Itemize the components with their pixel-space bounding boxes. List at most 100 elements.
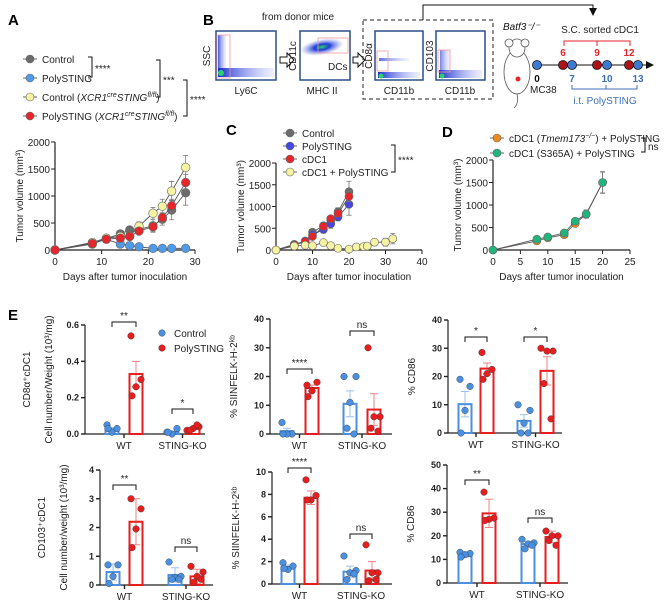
data-point — [125, 241, 135, 251]
significance-bracket — [111, 321, 137, 327]
y-tick-label: 0 — [436, 578, 441, 588]
y-tick-label: 1500 — [28, 165, 51, 176]
data-point — [559, 228, 569, 238]
error-bar — [461, 390, 469, 418]
legend-italic: Tmem173 — [540, 134, 585, 145]
y-tick-label: 6 — [261, 512, 266, 522]
error-bar — [520, 414, 528, 428]
legend-italic: XCR1 — [97, 112, 125, 123]
y-tick-label: 0.4 — [66, 356, 79, 366]
data-point — [480, 488, 488, 496]
y-tick-label: 10 — [254, 400, 264, 410]
significance-label: ns — [648, 142, 659, 153]
red-day-label: 12 — [623, 48, 635, 59]
legend-label: PolySTING — [174, 344, 224, 355]
y-tick-label: 0.0 — [66, 429, 79, 439]
flow-ylabel-cd11c: CD11c — [288, 41, 299, 71]
data-point — [175, 575, 183, 583]
significance-label: ns — [357, 320, 368, 331]
data-point — [279, 430, 287, 438]
y-tick-label: 0 — [482, 246, 488, 257]
y-axis-label: % SIINFELK-H-2ᵏᵇ — [231, 486, 242, 569]
x-tick-label: 15 — [570, 257, 582, 268]
timeline-dot-polysting — [567, 60, 577, 70]
significance-label: **** — [292, 358, 308, 369]
y-tick-label: 50 — [431, 460, 441, 470]
data-point — [125, 231, 135, 242]
data-point — [326, 241, 336, 250]
data-point — [352, 373, 360, 381]
x-tick-label: WT — [117, 592, 133, 603]
data-point — [367, 424, 375, 432]
x-axis-label: Days after tumor inoculation — [63, 272, 188, 283]
y-tick-label: 0 — [265, 246, 271, 257]
data-point — [374, 427, 382, 435]
data-point — [526, 406, 534, 414]
x-tick-label: 20 — [597, 257, 609, 268]
data-point — [524, 429, 532, 437]
significance-bracket — [641, 137, 646, 153]
y-tick-label: 40 — [432, 315, 442, 325]
data-point — [488, 365, 496, 373]
error-bar — [368, 561, 376, 581]
data-point — [308, 232, 317, 241]
data-point — [300, 240, 310, 250]
significance-bracket — [391, 144, 396, 173]
bar — [303, 496, 319, 586]
significance-label: **** — [292, 457, 308, 468]
data-point — [543, 232, 553, 242]
y-tick-label: 1 — [89, 551, 94, 561]
error-bar — [193, 568, 201, 585]
error-bar — [346, 390, 354, 418]
data-point — [101, 234, 111, 244]
panel-label-c: C — [226, 122, 237, 139]
significance-label: ns — [181, 536, 192, 547]
data-point — [113, 425, 121, 433]
y-tick-label: 10 — [431, 554, 441, 564]
bar-chart-E1: 0.0 0.2 0.4 0.6 WT STING-KO Cell number/Weight… — [22, 311, 224, 452]
y-tick-label: 500 — [254, 224, 271, 235]
data-point — [466, 382, 474, 390]
panel-b-flow-gating: from donor mice SSC Ly6C CD11c DCs MHC I… — [202, 4, 654, 109]
x-tick-label: STING-KO — [337, 591, 386, 602]
data-point — [164, 428, 172, 436]
data-point — [308, 241, 317, 250]
y-tick-label: 1000 — [28, 192, 51, 203]
legend-text: PolySTING ( — [42, 112, 99, 123]
gate-label-dcs: DCs — [328, 62, 347, 73]
data-point — [549, 347, 557, 355]
data-point — [312, 492, 320, 500]
data-point — [197, 575, 205, 583]
flow-xlabel-ly6c: Ly6C — [235, 86, 258, 97]
legend-italic: STING — [117, 93, 148, 104]
data-point — [157, 213, 167, 223]
x-tick-label: 10 — [96, 257, 108, 268]
series-legend-label: Control (XCR1creSTINGfl/fl) — [42, 92, 160, 104]
data-point — [137, 505, 145, 513]
y-tick-label: 40 — [254, 314, 264, 324]
error-bar — [307, 490, 315, 505]
data-point — [87, 238, 97, 249]
panel-label-e: E — [8, 307, 18, 324]
data-point — [167, 186, 177, 196]
data-point — [303, 496, 311, 504]
series-control — [103, 421, 181, 438]
series-legend-label: PolySTING (XCR1creSTINGfl/fl) — [42, 111, 177, 123]
blue-day-label: 10 — [601, 74, 613, 85]
y-tick-label: 0 — [44, 246, 50, 257]
timeline-dot-polysting — [633, 60, 643, 70]
significance-bracket — [183, 79, 188, 117]
legend-marker — [158, 344, 166, 352]
data-point — [350, 430, 358, 438]
legend-marker — [25, 111, 35, 121]
data-point — [319, 222, 328, 231]
data-point — [168, 575, 176, 583]
y-axis-label: % SIINFELK-H-2ᵏᵇ — [229, 335, 240, 418]
error-bar — [308, 384, 316, 392]
y-tick-label: 20 — [431, 531, 441, 541]
legend-text: cDC1 ( — [509, 134, 541, 145]
y-tick-label: 1500 — [466, 179, 489, 190]
data-point — [340, 552, 348, 560]
legend-text: cDC1 + PolySTING — [302, 168, 389, 179]
